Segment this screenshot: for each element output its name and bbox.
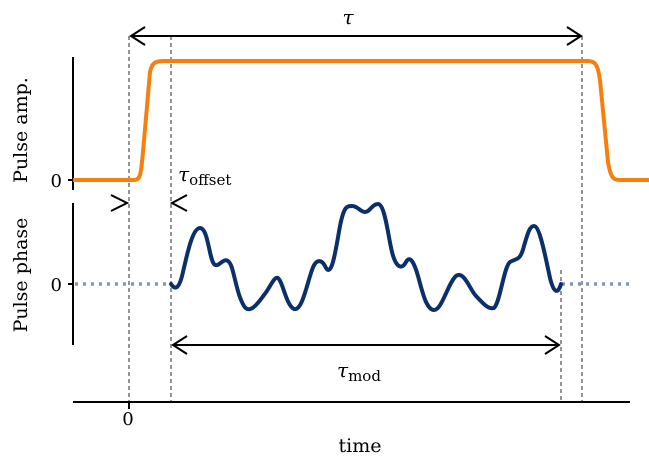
phase-curve: [169, 202, 563, 312]
y-axis-amp-label: Pulse amp.: [10, 77, 32, 183]
amplitude-curve: [73, 59, 649, 182]
tau-mod-label: τmod: [337, 358, 381, 385]
x-axis-label: time: [339, 435, 382, 457]
time-zero-label: 0: [122, 409, 133, 430]
tau-mod-arrow-right-head: [544, 335, 561, 355]
phase-zero-label: 0: [51, 275, 62, 296]
tau-arrow-right-head: [566, 26, 583, 46]
offset-marker-left: [110, 194, 130, 212]
tau-arrow-left-head: [129, 26, 146, 46]
amp-zero-label: 0: [51, 171, 62, 192]
tau-label: τ: [342, 5, 354, 29]
tau-offset-label: τoffset: [178, 162, 231, 189]
y-axis-phase-label: Pulse phase: [10, 218, 32, 333]
offset-marker-right: [169, 194, 188, 212]
tau-mod-arrow-left-head: [171, 335, 188, 355]
